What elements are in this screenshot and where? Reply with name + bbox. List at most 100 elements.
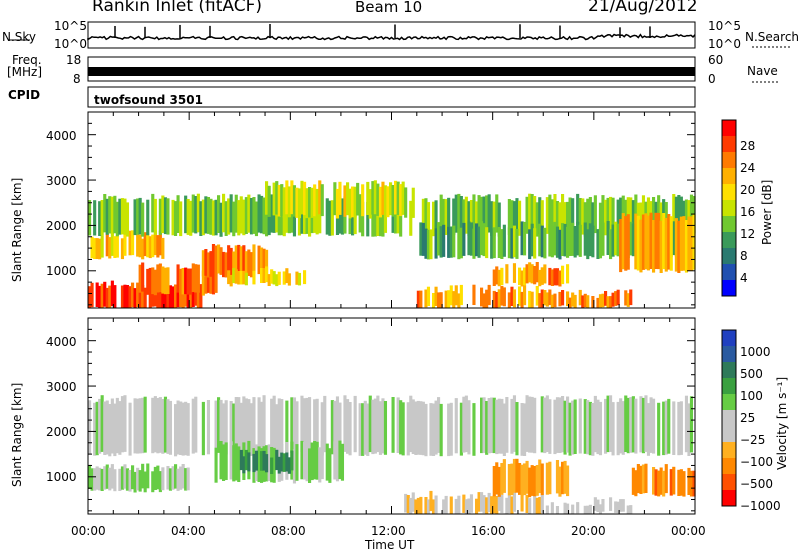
heatmap-cell bbox=[318, 447, 322, 483]
heatmap-cell bbox=[206, 265, 211, 293]
heatmap-cell bbox=[497, 227, 501, 258]
heatmap-cell bbox=[548, 194, 552, 233]
heatmap-cell bbox=[687, 403, 691, 456]
heatmap-cell bbox=[265, 249, 269, 277]
heatmap-cell bbox=[601, 499, 605, 512]
heatmap-cell bbox=[227, 198, 231, 235]
heatmap-cell bbox=[123, 464, 127, 489]
colorbar-swatch bbox=[722, 168, 736, 185]
heatmap-cell bbox=[186, 467, 190, 491]
heatmap-cell bbox=[485, 195, 489, 234]
heatmap-cell bbox=[343, 185, 347, 217]
heatmap-cell bbox=[186, 403, 190, 456]
heatmap-cell bbox=[629, 197, 633, 235]
heatmap-cell bbox=[480, 492, 484, 512]
heatmap-cell bbox=[472, 194, 476, 233]
heatmap-cell bbox=[540, 396, 544, 453]
heatmap-cell bbox=[598, 202, 603, 237]
heatmap-cell bbox=[287, 186, 291, 218]
heatmap-cell bbox=[131, 465, 135, 490]
heatmap-cell bbox=[110, 196, 114, 234]
heatmap-cell bbox=[151, 267, 155, 295]
nave-label: Nave bbox=[747, 64, 778, 78]
heatmap-cell bbox=[103, 194, 107, 233]
heatmap-cell bbox=[201, 250, 205, 277]
heatmap-cell bbox=[191, 282, 195, 307]
heatmap-cell bbox=[406, 495, 410, 514]
heatmap-cell bbox=[616, 401, 620, 456]
heatmap-cell bbox=[242, 456, 246, 474]
heatmap-cell bbox=[467, 498, 471, 514]
heatmap-cell bbox=[229, 247, 233, 276]
heatmap-cell bbox=[267, 274, 271, 286]
heatmap-cell bbox=[161, 266, 165, 294]
heatmap-cell bbox=[166, 399, 170, 454]
heatmap-cell bbox=[290, 450, 294, 471]
heatmap-cell bbox=[260, 268, 264, 283]
heatmap-cell bbox=[214, 447, 218, 483]
heatmap-cell bbox=[530, 291, 534, 308]
heatmap-cell bbox=[429, 490, 433, 512]
heatmap-cell bbox=[265, 201, 269, 237]
heatmap-cell bbox=[95, 282, 99, 307]
heatmap-cell bbox=[214, 245, 218, 274]
heatmap-cell bbox=[163, 396, 168, 453]
heatmap-cell bbox=[598, 504, 603, 514]
heatmap-cell bbox=[383, 185, 388, 217]
heatmap-cell bbox=[95, 466, 99, 490]
heatmap-cell bbox=[257, 397, 261, 453]
heatmap-cell bbox=[285, 452, 289, 472]
heatmap-cell bbox=[454, 285, 458, 306]
heatmap-cell bbox=[495, 266, 499, 285]
heatmap-cell bbox=[118, 468, 122, 491]
heatmap-cell bbox=[257, 446, 261, 482]
heatmap-cell bbox=[371, 399, 375, 455]
heatmap-cell bbox=[156, 288, 160, 308]
heatmap-cell bbox=[277, 398, 281, 454]
heatmap-cell bbox=[553, 194, 557, 233]
heatmap-cell bbox=[128, 286, 132, 308]
heatmap-cell bbox=[320, 402, 324, 456]
heatmap-cell bbox=[105, 464, 109, 489]
heatmap-cell bbox=[201, 270, 205, 296]
heatmap-cell bbox=[459, 402, 463, 456]
heatmap-cell bbox=[115, 235, 119, 258]
heatmap-cell bbox=[166, 288, 170, 308]
heatmap-cell bbox=[224, 400, 228, 455]
heatmap-cell bbox=[604, 291, 608, 306]
freq-label: Freq. bbox=[12, 53, 42, 67]
heatmap-cell bbox=[614, 291, 618, 306]
heatmap-cell bbox=[179, 201, 183, 237]
nave-right-tick-top: 60 bbox=[708, 53, 724, 67]
heatmap-cell bbox=[601, 222, 605, 256]
heatmap-cell bbox=[168, 468, 173, 491]
heatmap-cell bbox=[449, 402, 453, 456]
heatmap-cell bbox=[237, 244, 241, 274]
heatmap-cell bbox=[500, 286, 504, 306]
heatmap-cell bbox=[156, 398, 160, 454]
heatmap-cell bbox=[629, 289, 633, 306]
heatmap-cell bbox=[158, 198, 162, 235]
heatmap-cell bbox=[277, 199, 281, 236]
heatmap-cell bbox=[555, 268, 560, 286]
heatmap-cell bbox=[300, 196, 304, 234]
heatmap-cell bbox=[348, 402, 352, 456]
heatmap-cell bbox=[335, 445, 340, 482]
heatmap-cell bbox=[558, 291, 562, 307]
heatmap-cell bbox=[171, 199, 175, 236]
heatmap-cell bbox=[659, 220, 663, 273]
heatmap-cell bbox=[568, 197, 572, 235]
heatmap-cell bbox=[229, 401, 233, 455]
heatmap-cell bbox=[424, 198, 428, 235]
heatmap-cell bbox=[151, 397, 155, 454]
heatmap-cell bbox=[234, 245, 238, 274]
heatmap-cell bbox=[386, 186, 390, 218]
colorbar-swatch bbox=[722, 410, 736, 427]
heatmap-cell bbox=[550, 225, 554, 258]
heatmap-cell bbox=[411, 187, 415, 218]
heatmap-cell bbox=[535, 202, 539, 237]
heatmap-cell bbox=[110, 398, 114, 454]
heatmap-cell bbox=[136, 233, 140, 257]
heatmap-cell bbox=[361, 184, 365, 217]
heatmap-cell bbox=[576, 193, 580, 233]
